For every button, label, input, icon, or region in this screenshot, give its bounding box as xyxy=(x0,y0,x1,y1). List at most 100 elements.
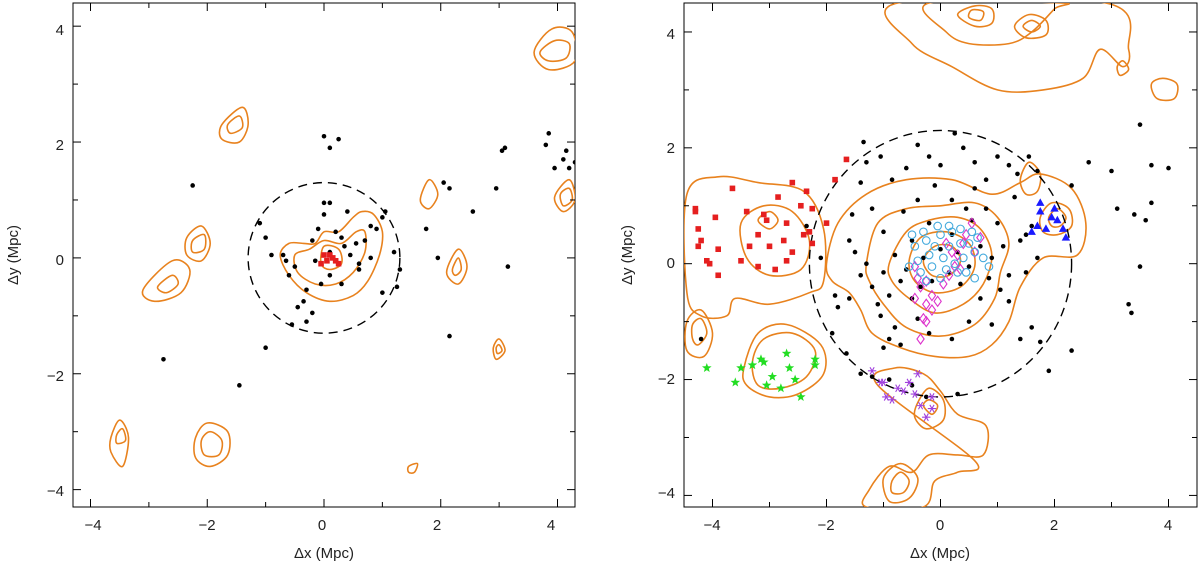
red-square-point xyxy=(775,194,781,200)
right-contours xyxy=(684,3,1179,507)
cyan-open-circle-point xyxy=(941,265,951,274)
galaxy-point xyxy=(921,255,926,261)
red-square-point xyxy=(324,257,330,264)
blue-triangle-point xyxy=(1036,207,1045,215)
cyan-open-circle-point xyxy=(930,241,940,251)
galaxy-point xyxy=(1129,310,1134,316)
left-xtick-label: 2 xyxy=(433,517,441,534)
galaxy-point xyxy=(470,209,476,214)
galaxy-point xyxy=(904,165,909,171)
left-ytick-label: 2 xyxy=(56,137,64,154)
galaxy-point xyxy=(932,183,938,188)
galaxy-point xyxy=(938,246,943,252)
red-square-point xyxy=(729,185,736,192)
cyan-open-circle-point xyxy=(919,227,928,237)
galaxy-point xyxy=(847,238,852,243)
galaxy-point xyxy=(368,223,373,229)
cyan-open-circle-point xyxy=(944,221,954,231)
blue-triangle-point xyxy=(1050,204,1059,212)
red-square-point xyxy=(332,257,339,264)
green-star-point xyxy=(796,391,806,401)
contour-line xyxy=(690,317,708,346)
galaxy-point xyxy=(832,293,838,298)
galaxy-point xyxy=(909,296,915,301)
galaxy-point xyxy=(280,252,286,258)
left-ticks xyxy=(73,3,575,507)
red-square-point xyxy=(329,255,336,261)
galaxy-point xyxy=(310,310,315,316)
contour-line xyxy=(115,427,127,445)
left-ytick-label: 4 xyxy=(56,22,64,39)
cyan-open-circle-point xyxy=(958,253,968,263)
galaxy-point xyxy=(901,209,906,214)
galaxy-point xyxy=(1069,183,1074,188)
galaxy-point xyxy=(1000,244,1006,249)
galaxy-point xyxy=(989,255,995,261)
red-square-point xyxy=(789,249,796,255)
contour-line xyxy=(882,462,919,504)
right-dashed-circle-group xyxy=(808,129,1073,398)
contour-line xyxy=(279,210,384,303)
cyan-open-circle-point xyxy=(921,236,931,245)
galaxy-point xyxy=(915,197,920,203)
red-square-point xyxy=(715,272,721,279)
blue-triangle-point xyxy=(1036,198,1045,206)
galaxy-point xyxy=(380,290,385,295)
right-xtick-label: 0 xyxy=(936,517,944,534)
red-square-point xyxy=(798,202,804,209)
purple-asterisk-point xyxy=(927,393,937,401)
galaxy-point xyxy=(898,342,903,348)
galaxy-point xyxy=(869,284,875,290)
green-star-point xyxy=(759,357,769,367)
galaxy-point xyxy=(190,183,195,188)
green-star-point xyxy=(781,348,792,358)
galaxy-point xyxy=(435,255,441,261)
cyan-open-circle-point xyxy=(973,233,982,242)
galaxy-point xyxy=(955,391,960,397)
galaxy-point xyxy=(321,212,327,217)
galaxy-point xyxy=(441,180,446,185)
blue-triangle-point xyxy=(1047,212,1056,221)
galaxy-point xyxy=(321,200,327,206)
red-square-point xyxy=(743,208,750,215)
contour-line xyxy=(922,398,939,416)
galaxy-point xyxy=(878,313,883,319)
galaxy-point xyxy=(292,264,298,269)
right-ytick-label: 0 xyxy=(667,255,675,272)
contour-line xyxy=(884,3,1132,93)
galaxy-point xyxy=(952,131,958,136)
galaxy-point xyxy=(972,186,977,191)
left-xtick-label: −2 xyxy=(198,517,215,534)
galaxy-point xyxy=(380,215,385,220)
magenta-diamond-point xyxy=(970,246,979,259)
galaxy-point xyxy=(961,145,966,151)
galaxy-point xyxy=(327,272,333,278)
cyan-open-circle-point xyxy=(961,268,971,277)
contour-line xyxy=(193,422,231,468)
left-dashed-circle-group xyxy=(247,181,401,334)
contour-line xyxy=(495,343,503,355)
galaxy-point xyxy=(1046,368,1052,374)
galaxy-point xyxy=(263,345,268,350)
cyan-open-circle-point xyxy=(907,230,917,240)
green-star-point xyxy=(756,354,766,364)
galaxy-point xyxy=(998,287,1003,293)
dashed-radius-circle xyxy=(247,181,401,334)
galaxy-point xyxy=(572,160,575,165)
contour-line xyxy=(553,178,575,213)
galaxy-point xyxy=(339,235,344,240)
galaxy-point xyxy=(861,139,866,145)
galaxy-point xyxy=(864,160,869,165)
left-panel: −4 −2 0 2 4 −4 −2 0 2 4 Δx (Mpc) Δy (Mpc… xyxy=(5,2,576,562)
green-star-point xyxy=(776,383,786,393)
galaxy-point xyxy=(949,336,955,342)
red-square-point xyxy=(692,205,699,212)
green-star-point xyxy=(790,374,800,384)
contour-line xyxy=(218,106,249,144)
galaxy-point xyxy=(263,235,268,240)
galaxy-point xyxy=(869,374,875,379)
red-square-point xyxy=(823,220,830,226)
red-square-point xyxy=(761,211,767,218)
galaxy-point xyxy=(301,299,306,304)
galaxy-point xyxy=(847,296,852,301)
